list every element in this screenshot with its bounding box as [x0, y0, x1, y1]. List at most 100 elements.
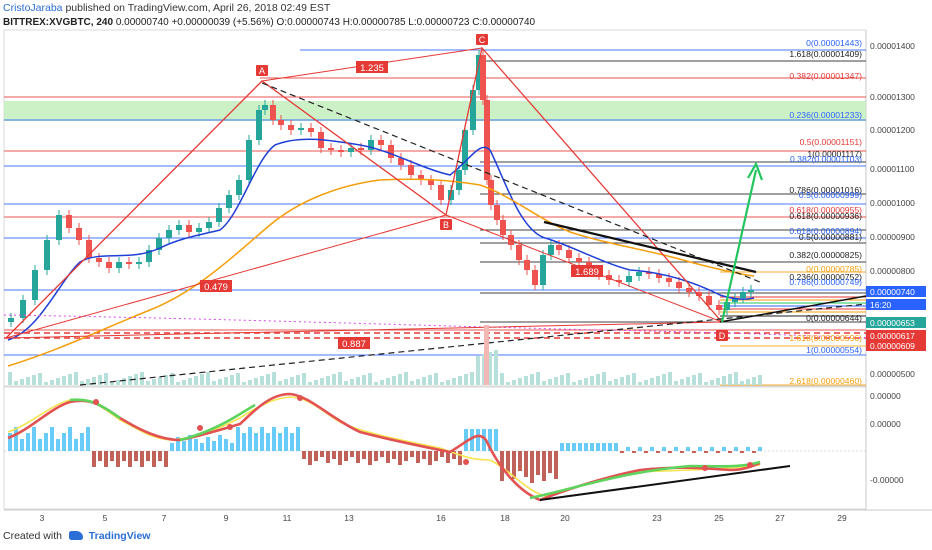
point-badge	[716, 330, 728, 341]
fib-label: 1(0.00001117)	[807, 149, 862, 159]
histogram-bar	[260, 427, 264, 451]
price-badge-text: 0.00000653	[870, 318, 915, 328]
histogram-bar	[320, 451, 324, 457]
candle-body	[126, 262, 132, 264]
fib-label: 0.236(0.00000752)	[789, 272, 862, 282]
moving-averages	[3, 138, 867, 367]
histogram-bar	[686, 447, 690, 451]
candle-body	[748, 290, 754, 292]
histogram-bar	[176, 437, 180, 451]
candle-body	[186, 225, 192, 232]
candle-body	[428, 180, 434, 185]
candle-body	[724, 302, 730, 310]
cross-dot-icon	[227, 424, 233, 430]
time-tick: 20	[560, 513, 570, 523]
volume-bar	[488, 352, 492, 385]
volume-bar	[338, 372, 342, 385]
histogram-bar	[128, 451, 132, 467]
symbol-ticker[interactable]: BITTREX:XVGBTC, 240	[3, 17, 114, 28]
volume-bar	[308, 382, 312, 385]
harmonic-pattern[interactable]: A B C D 1.235 0.479 1.689 0.887	[5, 34, 867, 386]
histogram-bar	[470, 429, 474, 451]
volume-bar	[248, 380, 252, 385]
candle-body	[246, 140, 252, 180]
fib-label: 0.5(0.00000881)	[799, 232, 862, 242]
volume-bar	[344, 381, 348, 385]
histogram-bar	[188, 435, 192, 451]
fib-label: 0.618(0.00000936)	[789, 211, 862, 221]
volume-bar	[302, 373, 306, 385]
histogram-bar	[452, 451, 456, 459]
wedge-line	[543, 220, 757, 274]
volume-bar	[80, 381, 84, 385]
candle-body	[76, 228, 82, 240]
histogram-bar	[656, 451, 660, 453]
histogram-bar	[140, 451, 144, 467]
volume-bar	[206, 372, 210, 385]
histogram-bar	[518, 451, 522, 471]
fib-label: 0.618(0.00000955)	[789, 205, 862, 215]
histogram-bar	[224, 439, 228, 451]
price-tick: 0.00001300	[870, 92, 915, 102]
volume-bar	[326, 376, 330, 385]
fib-label: 0(0.00001443)	[806, 38, 862, 48]
fib-label: 0.236(0.00001233)	[789, 110, 862, 120]
candle-body	[348, 148, 354, 152]
cross-dot-icon	[463, 459, 469, 465]
histogram-bar	[278, 433, 282, 451]
tradingview-brand[interactable]: TradingView	[88, 530, 151, 542]
candle-body	[8, 318, 14, 322]
histogram-bar	[434, 451, 438, 461]
footer: Created with TradingView	[3, 530, 150, 542]
ratio-text: 0.479	[204, 282, 228, 293]
candle-body	[656, 274, 662, 278]
fib-label: 0.382(0.00000825)	[789, 250, 862, 260]
osc-tick: 0.00000	[870, 391, 901, 401]
candle-body	[278, 120, 284, 125]
histogram-bar	[296, 427, 300, 451]
volume-bar	[68, 374, 72, 385]
candle-body	[408, 165, 414, 175]
published-text: published on TradingView.com, April 26, …	[65, 2, 331, 14]
projection-arrow	[720, 169, 758, 323]
histogram-bar	[110, 451, 114, 461]
candle-body	[216, 208, 222, 222]
volume-bar	[224, 377, 228, 385]
author-link[interactable]: CristoJaraba	[3, 2, 63, 14]
volume-bar	[386, 378, 390, 385]
time-tick: 7	[162, 513, 167, 523]
volume-bar	[26, 377, 30, 385]
histogram-bar	[146, 451, 150, 461]
volume-bar	[110, 382, 114, 385]
histogram-bar	[614, 443, 618, 451]
histogram-bar	[638, 447, 642, 451]
histogram-bar	[524, 451, 528, 477]
candle-body	[438, 185, 444, 200]
candle-body	[106, 262, 112, 268]
candle-body	[740, 292, 746, 298]
signal-line	[7, 396, 761, 497]
volume-bar	[428, 375, 432, 385]
histogram-bar	[308, 451, 312, 465]
fib-label: 0.618(0.00000894)	[789, 226, 862, 236]
volume-bar	[104, 373, 108, 385]
volume-bar	[650, 378, 654, 385]
candle-body	[488, 180, 494, 205]
arrow-head-icon	[747, 161, 764, 181]
volume-bar	[584, 378, 588, 385]
macd-line	[7, 392, 761, 502]
volume-bar	[86, 379, 90, 385]
volume-bar	[494, 350, 498, 385]
support-zone	[4, 101, 866, 121]
candle-body	[368, 140, 374, 150]
volume-bar	[728, 374, 732, 385]
histogram-bar	[482, 429, 486, 451]
histogram-bar	[50, 427, 54, 451]
price-badge	[866, 286, 926, 297]
oscillator	[4, 392, 866, 502]
volume-bar	[182, 380, 186, 385]
volume-bar	[752, 377, 756, 385]
volume-bar	[50, 380, 54, 385]
volume-bar	[350, 379, 354, 385]
